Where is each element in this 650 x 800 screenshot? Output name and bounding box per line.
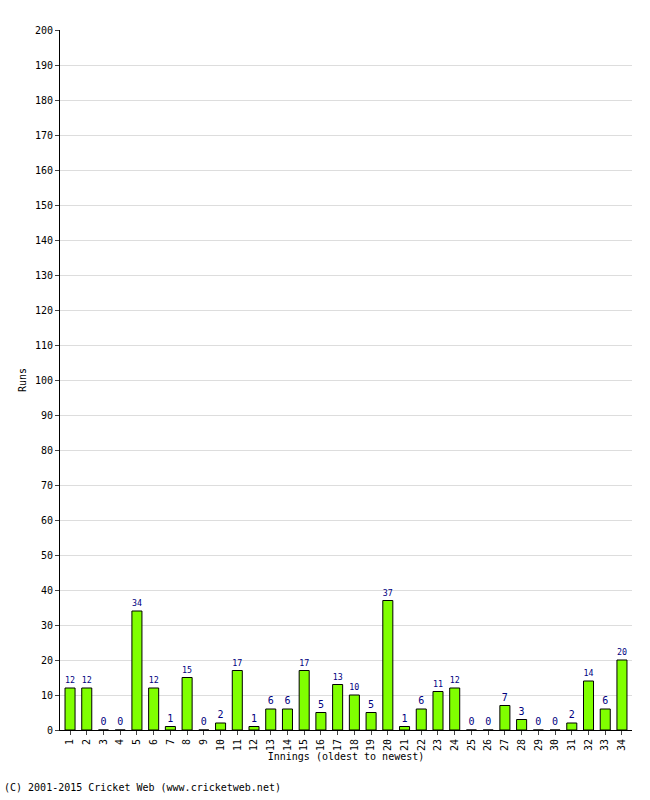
svg-text:2: 2 [569,709,575,720]
svg-text:26: 26 [482,739,493,751]
svg-text:24: 24 [449,739,460,751]
svg-text:6: 6 [418,695,424,706]
svg-text:10: 10 [349,682,359,692]
svg-text:14: 14 [584,668,594,678]
svg-text:29: 29 [533,739,544,751]
svg-text:12: 12 [82,675,92,685]
svg-text:6: 6 [148,739,159,745]
svg-text:(C) 2001-2015 Cricket Web (www: (C) 2001-2015 Cricket Web (www.cricketwe… [4,782,281,793]
svg-text:2: 2 [218,709,224,720]
svg-text:1: 1 [251,713,257,724]
svg-text:40: 40 [41,585,53,596]
svg-text:22: 22 [416,739,427,751]
svg-text:7: 7 [502,692,508,703]
svg-text:28: 28 [516,739,527,751]
svg-text:9: 9 [198,739,209,745]
svg-text:17: 17 [332,739,343,751]
svg-text:0: 0 [201,716,207,727]
svg-text:17: 17 [232,658,242,668]
svg-text:130: 130 [35,270,53,281]
svg-text:34: 34 [616,739,627,751]
svg-text:15: 15 [298,739,309,751]
svg-text:30: 30 [549,739,560,751]
svg-text:30: 30 [41,620,53,631]
svg-text:23: 23 [432,739,443,751]
svg-text:5: 5 [131,739,142,745]
svg-text:12: 12 [450,675,460,685]
svg-text:12: 12 [65,675,75,685]
svg-text:17: 17 [299,658,309,668]
svg-text:80: 80 [41,445,53,456]
svg-text:Runs: Runs [17,368,28,392]
svg-text:10: 10 [215,739,226,751]
svg-text:170: 170 [35,130,53,141]
svg-text:6: 6 [602,695,608,706]
svg-text:13: 13 [333,672,343,682]
svg-text:100: 100 [35,375,53,386]
svg-text:13: 13 [265,739,276,751]
svg-text:19: 19 [365,739,376,751]
svg-text:10: 10 [41,690,53,701]
svg-text:2: 2 [81,739,92,745]
svg-text:20: 20 [382,739,393,751]
svg-text:5: 5 [318,699,324,710]
svg-text:11: 11 [433,679,443,689]
svg-text:0: 0 [485,716,491,727]
svg-text:1: 1 [167,713,173,724]
svg-text:25: 25 [466,739,477,751]
svg-text:11: 11 [232,739,243,751]
svg-text:37: 37 [383,588,393,598]
svg-text:33: 33 [599,739,610,751]
svg-text:0: 0 [468,716,474,727]
svg-text:5: 5 [368,699,374,710]
svg-text:50: 50 [41,550,53,561]
svg-text:0: 0 [535,716,541,727]
svg-text:1: 1 [64,739,75,745]
svg-text:32: 32 [583,739,594,751]
svg-text:20: 20 [41,655,53,666]
svg-text:110: 110 [35,340,53,351]
svg-text:90: 90 [41,410,53,421]
svg-text:0: 0 [100,716,106,727]
svg-text:1: 1 [402,713,408,724]
svg-text:12: 12 [248,739,259,751]
svg-text:16: 16 [315,739,326,751]
svg-text:70: 70 [41,480,53,491]
svg-text:8: 8 [181,739,192,745]
svg-text:160: 160 [35,165,53,176]
svg-text:140: 140 [35,235,53,246]
svg-text:60: 60 [41,515,53,526]
svg-text:3: 3 [519,706,525,717]
svg-text:150: 150 [35,200,53,211]
svg-text:Innings (oldest to newest): Innings (oldest to newest) [268,751,425,762]
svg-text:3: 3 [98,739,109,745]
svg-text:14: 14 [282,739,293,751]
svg-text:0: 0 [117,716,123,727]
svg-text:12: 12 [149,675,159,685]
svg-text:7: 7 [165,739,176,745]
svg-text:0: 0 [552,716,558,727]
svg-text:15: 15 [182,665,192,675]
svg-text:190: 190 [35,60,53,71]
svg-text:6: 6 [268,695,274,706]
svg-text:6: 6 [284,695,290,706]
svg-text:21: 21 [399,739,410,751]
svg-text:18: 18 [349,739,360,751]
svg-text:31: 31 [566,739,577,751]
svg-text:27: 27 [499,739,510,751]
svg-text:0: 0 [47,725,53,736]
svg-text:180: 180 [35,95,53,106]
svg-text:120: 120 [35,305,53,316]
svg-text:4: 4 [114,739,125,745]
svg-text:20: 20 [617,647,627,657]
svg-text:34: 34 [132,598,142,608]
svg-text:200: 200 [35,25,53,36]
